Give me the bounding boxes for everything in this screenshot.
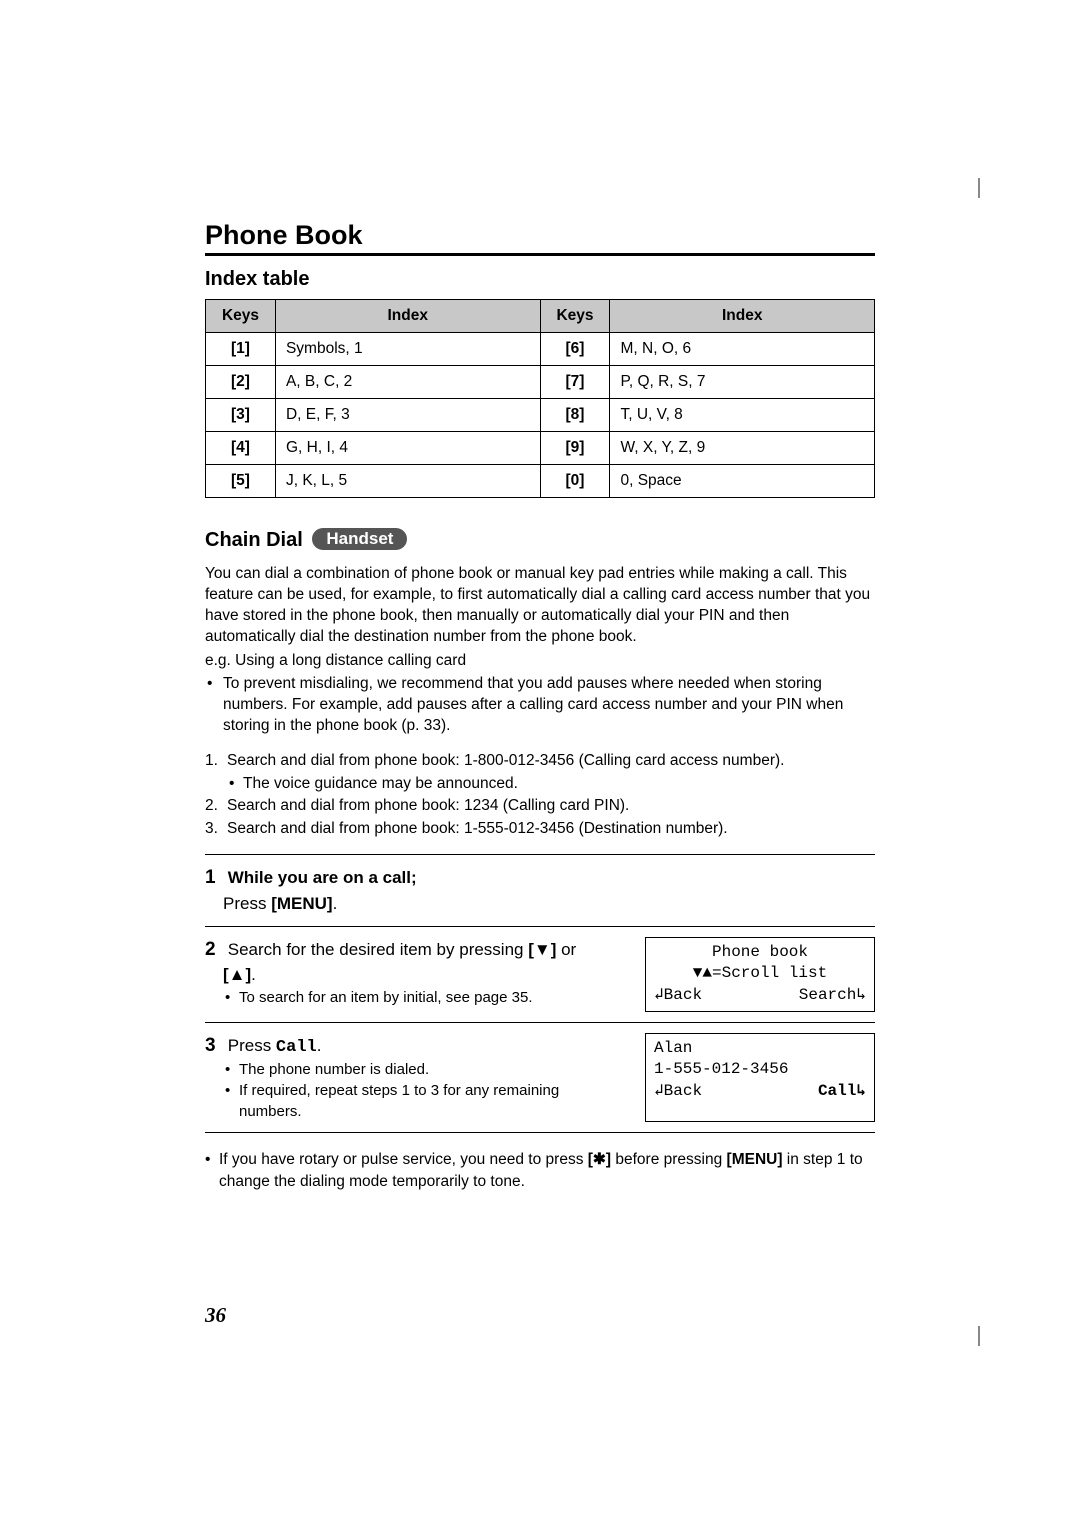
table-idx: J, K, L, 5 bbox=[275, 465, 540, 498]
table-key: [7] bbox=[540, 366, 610, 399]
lcd1-line2: ▼▲=Scroll list bbox=[654, 963, 866, 985]
step-3-num: 3 bbox=[205, 1033, 223, 1060]
th-index-1: Index bbox=[275, 300, 540, 333]
lcd2-right: Call↳ bbox=[818, 1081, 866, 1103]
step-2e: . bbox=[251, 965, 256, 984]
lcd-phonebook: Phone book ▼▲=Scroll list ↲Back Search↳ bbox=[645, 937, 875, 1012]
table-idx: Symbols, 1 bbox=[275, 333, 540, 366]
table-idx: M, N, O, 6 bbox=[610, 333, 875, 366]
step-rule-4 bbox=[205, 1132, 875, 1133]
prevent-bullet: To prevent misdialing, we recommend that… bbox=[205, 674, 875, 737]
table-key: [3] bbox=[206, 399, 276, 432]
crop-mark-bottom bbox=[978, 1326, 980, 1346]
th-index-2: Index bbox=[610, 300, 875, 333]
step-3-call: Call bbox=[276, 1038, 317, 1057]
chain-dial-heading: Chain Dial Handset bbox=[205, 528, 875, 552]
fn-menu: [MENU] bbox=[727, 1151, 783, 1168]
step-1-bold: While you are on a call; bbox=[228, 868, 417, 887]
plain-step-3: Search and dial from phone book: 1-555-0… bbox=[205, 818, 875, 840]
lcd1-line1: Phone book bbox=[654, 942, 866, 964]
plain-step-2: Search and dial from phone book: 1234 (C… bbox=[205, 795, 875, 817]
step-2-up: [▲] bbox=[223, 965, 251, 984]
step-rule-2 bbox=[205, 926, 875, 927]
lcd2-back: ↲Back bbox=[654, 1081, 702, 1103]
table-key: [0] bbox=[540, 465, 610, 498]
step-rule-3 bbox=[205, 1022, 875, 1023]
lcd1-back: ↲Back bbox=[654, 985, 702, 1007]
table-key: [4] bbox=[206, 432, 276, 465]
prevent-list: To prevent misdialing, we recommend that… bbox=[205, 674, 875, 737]
table-key: [6] bbox=[540, 333, 610, 366]
section-title: Phone Book bbox=[205, 220, 875, 251]
lcd2-line2: 1-555-012-3456 bbox=[654, 1059, 866, 1081]
table-key: [5] bbox=[206, 465, 276, 498]
table-idx: W, X, Y, Z, 9 bbox=[610, 432, 875, 465]
crop-mark-top bbox=[978, 178, 980, 198]
step-3: 3 Press Call. The phone number is dialed… bbox=[205, 1033, 875, 1123]
lcd-contact: Alan 1-555-012-3456 ↲Back Call↳ bbox=[645, 1033, 875, 1123]
index-table-heading: Index table bbox=[205, 268, 875, 291]
chain-dial-title: Chain Dial bbox=[205, 529, 303, 551]
table-idx: G, H, I, 4 bbox=[275, 432, 540, 465]
plain-step-1-sub: The voice guidance may be announced. bbox=[227, 773, 875, 795]
table-idx: T, U, V, 8 bbox=[610, 399, 875, 432]
page-number: 36 bbox=[205, 1303, 226, 1328]
plain-step-1: Search and dial from phone book: 1-800-0… bbox=[205, 750, 875, 795]
step-1-menu: [MENU] bbox=[271, 894, 332, 913]
plain-steps: Search and dial from phone book: 1-800-0… bbox=[205, 750, 875, 840]
step-1: 1 While you are on a call; Press [MENU]. bbox=[205, 865, 875, 915]
step-2-down: [▼] bbox=[528, 940, 556, 959]
footnote: If you have rotary or pulse service, you… bbox=[205, 1149, 875, 1192]
chain-intro: You can dial a combination of phone book… bbox=[205, 564, 875, 648]
step-1-dot: . bbox=[333, 894, 338, 913]
table-key: [9] bbox=[540, 432, 610, 465]
chain-example-lead: e.g. Using a long distance calling card bbox=[205, 652, 875, 670]
step-1-press: Press bbox=[223, 894, 271, 913]
lcd1-right: Search↳ bbox=[799, 985, 866, 1007]
title-rule bbox=[205, 253, 875, 256]
table-key: [8] bbox=[540, 399, 610, 432]
step-3c: . bbox=[317, 1036, 322, 1055]
table-idx: 0, Space bbox=[610, 465, 875, 498]
step-2a: Search for the desired item by pressing bbox=[228, 940, 528, 959]
step-rule-1 bbox=[205, 854, 875, 855]
fn-star: [✱] bbox=[588, 1151, 611, 1168]
plain-step-1-text: Search and dial from phone book: 1-800-0… bbox=[227, 752, 784, 769]
fn-a: If you have rotary or pulse service, you… bbox=[219, 1151, 588, 1168]
index-table: Keys Index Keys Index [1]Symbols, 1[6]M,… bbox=[205, 299, 875, 498]
table-idx: D, E, F, 3 bbox=[275, 399, 540, 432]
th-keys-2: Keys bbox=[540, 300, 610, 333]
step-3-sub1: The phone number is dialed. bbox=[225, 1059, 625, 1080]
fn-c: before pressing bbox=[611, 1151, 726, 1168]
table-key: [2] bbox=[206, 366, 276, 399]
th-keys-1: Keys bbox=[206, 300, 276, 333]
step-1-num: 1 bbox=[205, 865, 223, 892]
table-idx: A, B, C, 2 bbox=[275, 366, 540, 399]
table-idx: P, Q, R, S, 7 bbox=[610, 366, 875, 399]
table-key: [1] bbox=[206, 333, 276, 366]
lcd2-line1: Alan bbox=[654, 1038, 866, 1060]
step-2-sub: To search for an item by initial, see pa… bbox=[225, 987, 625, 1008]
step-3-sub2: If required, repeat steps 1 to 3 for any… bbox=[225, 1080, 625, 1122]
step-2c: or bbox=[556, 940, 576, 959]
step-2: 2 Search for the desired item by pressin… bbox=[205, 937, 875, 1012]
step-2-num: 2 bbox=[205, 937, 223, 964]
handset-badge: Handset bbox=[312, 528, 407, 550]
step-3a: Press bbox=[228, 1036, 276, 1055]
